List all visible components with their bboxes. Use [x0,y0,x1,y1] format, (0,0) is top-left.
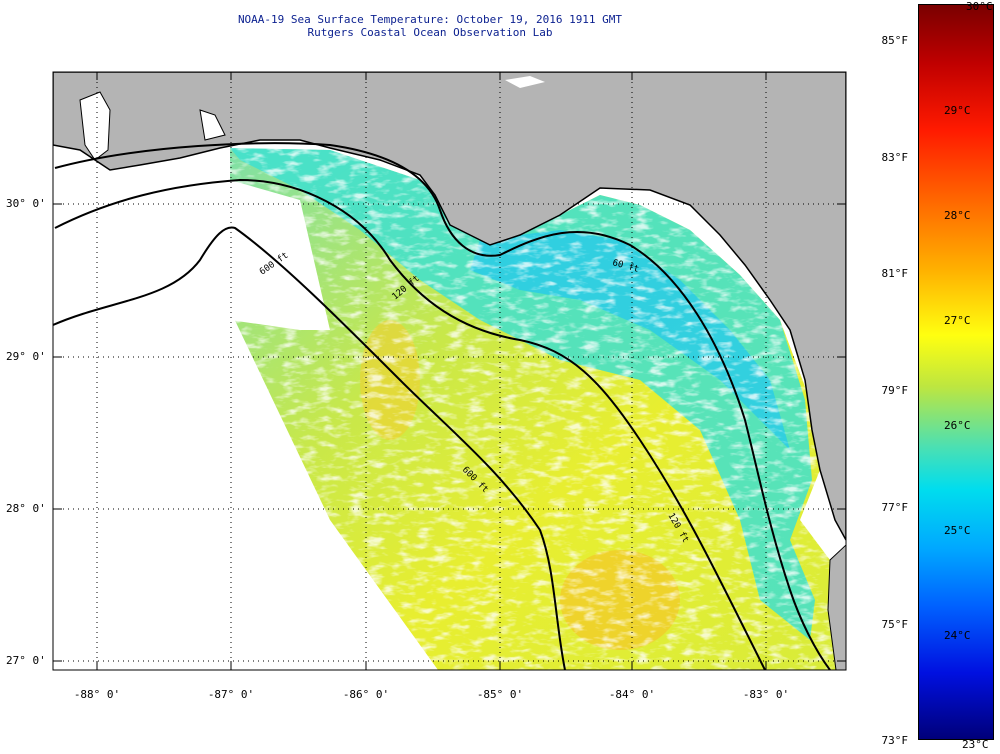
lake [505,76,545,88]
colorbar-f-label: 85°F [881,34,909,47]
lat-label: 29° 0' [6,350,46,363]
lon-label: -88° 0' [73,688,121,701]
contour-120ft [54,178,766,670]
tick-marks [53,72,846,670]
colorbar-f-label: 75°F [881,618,909,631]
bay [79,91,111,161]
colorbar-f-label: 79°F [881,384,909,397]
colorbar-c-label: 30°C [966,0,993,13]
colorbar-c-label: 24°C [944,629,971,642]
bay [199,109,226,141]
lon-label: -85° 0' [476,688,524,701]
temperature-colorbar [918,4,994,740]
colorbar-c-label: 28°C [944,209,971,222]
lat-label: 27° 0' [6,654,46,667]
map-frame [52,71,847,671]
map-subtitle: Rutgers Coastal Ocean Observation Lab [307,26,553,39]
land-north [53,72,846,541]
map-title: NOAA-19 Sea Surface Temperature: October… [237,13,623,26]
land-south [827,544,846,670]
lon-label: -87° 0' [207,688,255,701]
contour-600ft [53,226,566,670]
cloud-gap [230,180,330,330]
lat-label: 30° 0' [6,197,46,210]
colorbar-f-label: 81°F [881,267,909,280]
colorbar-f-label: 77°F [881,501,909,514]
lon-label: -84° 0' [608,688,656,701]
lat-label: 28° 0' [6,502,46,515]
colorbar-c-label: 29°C [944,104,971,117]
lon-label: -86° 0' [342,688,390,701]
graticule [53,72,846,670]
colorbar-c-label: 25°C [944,524,971,537]
colorbar-c-label: 23°C [962,738,989,751]
colorbar-c-label: 26°C [944,419,971,432]
colorbar-c-label: 27°C [944,314,971,327]
lon-label: -83° 0' [742,688,790,701]
contour-60ft [54,142,831,670]
colorbar-f-label: 83°F [881,151,909,164]
colorbar-f-label: 73°F [881,734,909,747]
